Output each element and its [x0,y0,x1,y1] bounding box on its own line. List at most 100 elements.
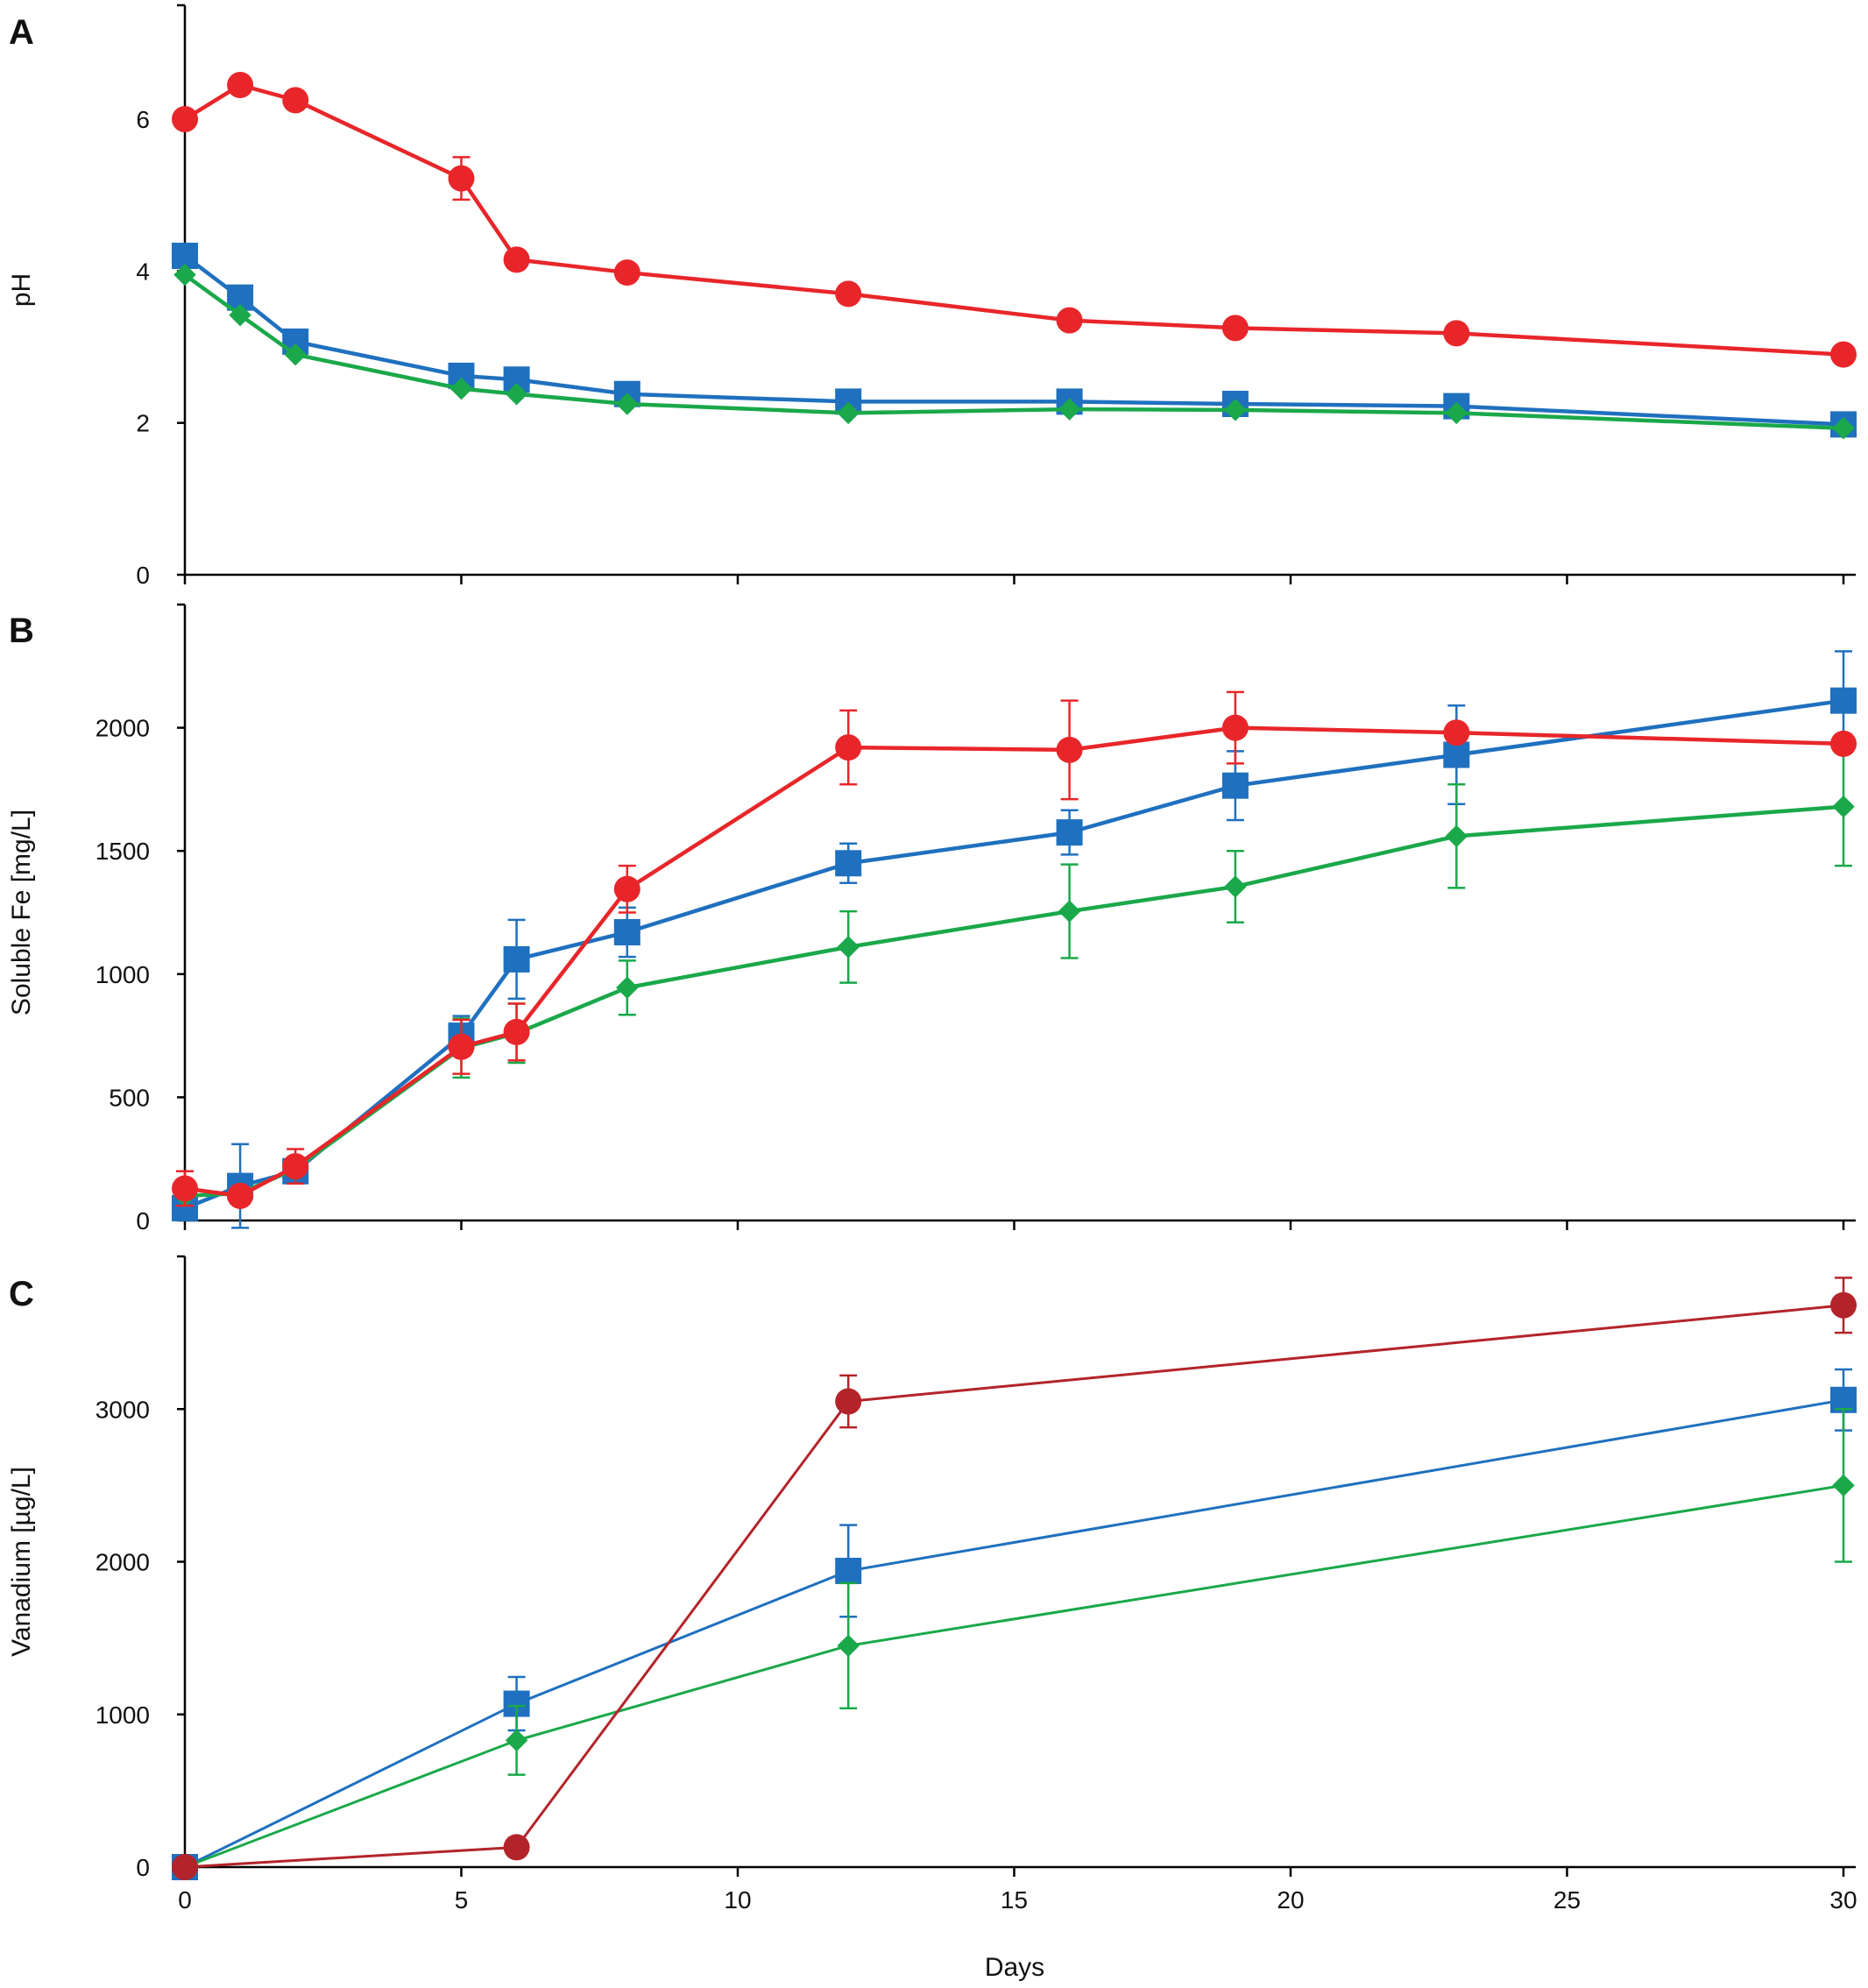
data-point [227,1182,254,1209]
y-tick-label: 2000 [96,715,150,742]
y-tick-label: 0 [136,1854,150,1881]
y-tick-label: 0 [136,562,150,589]
x-tick-label: 10 [724,1886,751,1914]
data-point [1830,687,1857,714]
x-tick-label: 0 [178,1886,192,1914]
data-point [503,1018,530,1045]
series-line [184,698,1844,1211]
series-line [184,1304,1844,1869]
series-line [184,1398,1844,1869]
data-point [1445,824,1468,848]
series-line [184,725,1844,1199]
data-point [505,1729,528,1752]
data-point [835,280,862,308]
data-point [1224,875,1247,898]
data-point [1224,399,1247,421]
series-line [184,804,1844,1199]
panel-letter: A [9,13,34,52]
data-point [1832,1474,1855,1497]
x-tick-label: 20 [1277,1886,1304,1914]
x-tick-label: 30 [1829,1886,1857,1914]
data-point [1830,1291,1857,1319]
data-point [284,343,307,366]
data-point [1832,795,1855,818]
data-point [835,850,862,877]
data-point [503,945,530,973]
data-point [1443,320,1470,347]
data-point [837,401,860,425]
series-green [173,1408,1855,1878]
data-point [1056,736,1083,763]
x-tick-label: 5 [455,1886,469,1914]
data-point [1221,315,1249,342]
data-point [448,1033,475,1060]
data-point [616,976,639,1000]
data-point [1058,398,1081,421]
data-point [1221,714,1249,741]
series-line [184,1483,1844,1869]
data-point [1056,819,1083,846]
data-point [282,87,309,114]
data-point [503,246,530,273]
panel-letter: B [9,612,34,650]
data-point [449,377,473,400]
data-point [227,72,254,98]
y-tick-label: 500 [109,1084,150,1111]
x-tick-label: 15 [1001,1886,1028,1914]
data-point [1443,741,1470,768]
data-point [613,918,640,945]
y-tick-label: 1000 [96,1701,150,1729]
data-point [505,382,528,406]
data-point [837,1634,860,1658]
data-point [1830,730,1857,757]
y-axis-title: pH [7,273,36,307]
series-green [173,746,1855,1207]
series-blue [172,1368,1857,1880]
data-point [1830,341,1857,368]
y-axis-title: Soluble Fe [mg/L] [7,810,36,1015]
panel-b: B 0 500 1000 1500 2000 Soluble Fe [mg/L] [7,603,1857,1235]
data-point [835,1557,862,1584]
data-point [172,106,198,132]
data-point [1056,307,1083,334]
y-tick-label: 4 [136,258,150,285]
series-green [173,263,1855,440]
series-line [183,272,1844,430]
data-point [1443,719,1470,746]
data-point [282,1153,309,1180]
data-point [229,303,251,327]
data-point [1832,416,1855,440]
data-point [448,165,475,192]
data-point [173,263,196,287]
y-tick-label: 6 [136,106,150,133]
panel-a: A 0 2 4 6 pH [7,4,1857,589]
data-point [835,1388,862,1415]
data-point [1058,900,1081,923]
y-tick-label: 3000 [96,1396,150,1423]
y-tick-label: 1000 [96,961,150,988]
data-point [613,259,640,287]
y-tick-label: 1500 [96,838,150,865]
x-axis-title: Days [985,1953,1044,1982]
x-tick-label: 25 [1553,1886,1581,1914]
panel-c: C 0 1000 2000 3000 Vanadium [µg/L] [7,1255,1857,1881]
data-point [172,1854,198,1880]
data-point [616,393,639,415]
y-tick-label: 2 [136,410,150,437]
data-point [172,1175,198,1202]
data-point [835,734,862,761]
series-red [172,690,1857,1209]
series-darkred [172,1277,1857,1880]
series-line [183,82,1844,357]
panel-letter: C [9,1275,34,1313]
y-tick-label: 2000 [96,1549,150,1576]
y-tick-label: 0 [136,1207,150,1235]
data-point [1445,401,1468,425]
data-point [837,936,860,959]
data-point [503,1834,530,1861]
data-point [1221,772,1249,799]
series-red [172,72,1857,368]
y-axis-title: Vanadium [µg/L] [7,1467,36,1657]
data-point [613,875,640,902]
